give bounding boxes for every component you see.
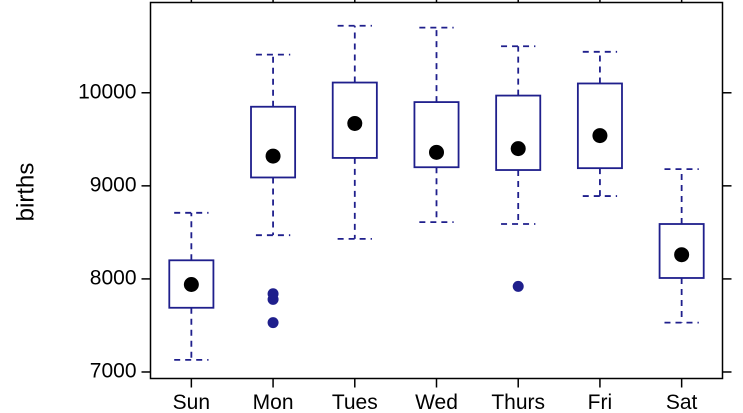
y-axis: 7000 8000 9000 10000 xyxy=(78,80,732,383)
x-axis: Sun Mon Tues Wed Thurs Fri Sat xyxy=(173,0,698,413)
box-wed xyxy=(413,26,460,224)
median-dot xyxy=(510,141,526,157)
x-tick-label: Thurs xyxy=(491,391,545,413)
median-dot xyxy=(347,115,363,131)
y-axis-title: births xyxy=(12,163,39,222)
median-dot xyxy=(674,247,690,263)
median-dot xyxy=(592,128,608,144)
box-thurs xyxy=(495,45,542,292)
y-tick-label: 7000 xyxy=(90,360,137,383)
x-tick-label: Sun xyxy=(173,391,210,413)
x-tick-label: Fri xyxy=(588,391,613,413)
box-sun xyxy=(168,211,215,361)
y-tick-label: 8000 xyxy=(90,266,137,289)
x-tick-label: Wed xyxy=(415,391,458,413)
box-iqr xyxy=(250,105,297,179)
box-series xyxy=(168,24,705,361)
x-tick-label: Mon xyxy=(253,391,294,413)
x-tick-label: Tues xyxy=(332,391,378,413)
median-dot xyxy=(183,277,199,292)
outlier-point xyxy=(267,317,279,329)
box-sat xyxy=(658,168,705,324)
median-dot xyxy=(429,144,444,160)
outlier-point xyxy=(267,288,279,300)
box-iqr xyxy=(495,94,542,171)
y-tick-label: 10000 xyxy=(78,80,136,103)
median-dot xyxy=(265,148,281,164)
box-tues xyxy=(331,24,378,240)
box-fri xyxy=(576,50,623,197)
box-iqr xyxy=(576,82,623,170)
outlier-point xyxy=(512,280,524,292)
x-tick-label: Sat xyxy=(666,391,698,413)
box-mon xyxy=(250,53,297,329)
y-tick-label: 9000 xyxy=(90,173,137,196)
